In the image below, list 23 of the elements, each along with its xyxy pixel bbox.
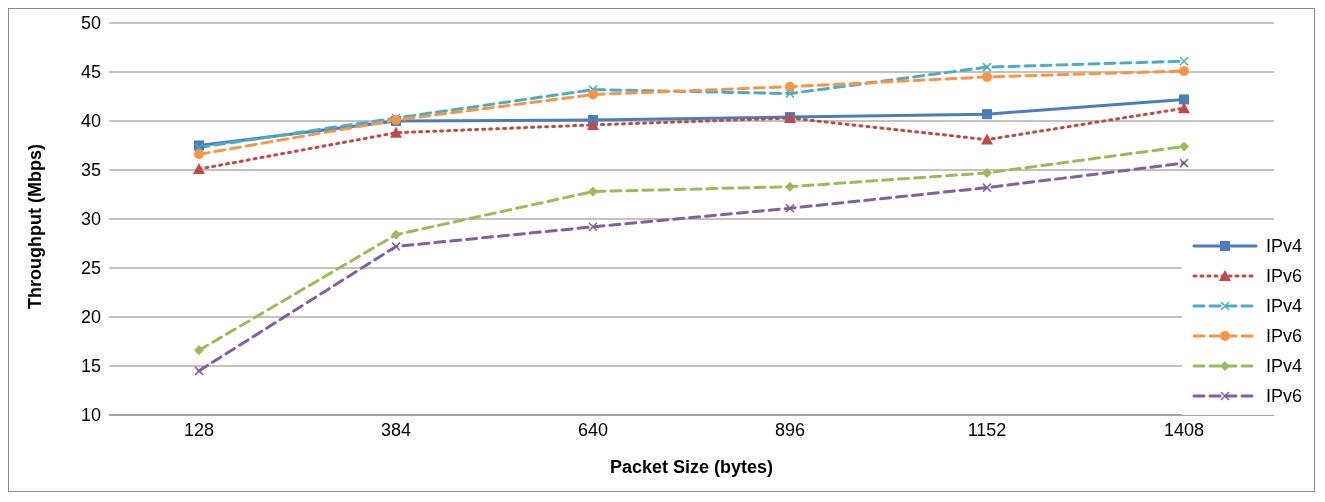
x-tick-label: 640	[577, 419, 609, 440]
y-tick-label: 45	[80, 62, 101, 83]
y-tick-label: 25	[80, 258, 101, 279]
x-tick-label: 384	[380, 419, 412, 440]
x-tick-label: 896	[774, 419, 806, 440]
y-tick-label: 35	[80, 160, 101, 181]
legend-label: IPv4	[1265, 235, 1302, 257]
y-tick-label: 20	[80, 307, 101, 328]
legend-label: IPv6	[1265, 325, 1302, 347]
x-tick-label: 1408	[1163, 419, 1205, 440]
y-tick-label: 10	[80, 405, 101, 426]
legend-label: IPv4	[1265, 355, 1302, 377]
legend-label: IPv4	[1265, 295, 1302, 317]
x-tick-label: 128	[183, 419, 215, 440]
x-tick-label: 1152	[967, 419, 1007, 440]
y-axis-title: Throughput (Mbps)	[25, 144, 46, 309]
legend-label: IPv6	[1265, 385, 1302, 407]
x-axis-title: Packet Size (bytes)	[609, 457, 774, 477]
y-tick-label: 50	[80, 13, 101, 34]
y-tick-label: 40	[80, 111, 101, 132]
y-tick-label: 15	[80, 356, 101, 377]
legend-label: IPv6	[1265, 265, 1302, 287]
y-tick-label: 30	[80, 209, 101, 230]
